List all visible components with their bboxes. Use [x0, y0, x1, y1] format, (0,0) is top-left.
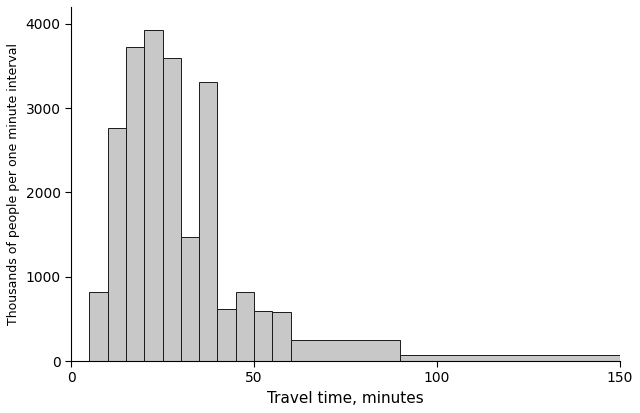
X-axis label: Travel time, minutes: Travel time, minutes	[267, 391, 424, 406]
Bar	[199, 82, 218, 361]
Bar	[144, 30, 163, 361]
Bar	[272, 312, 291, 361]
Bar	[126, 47, 144, 361]
Bar	[108, 128, 126, 361]
Bar	[236, 292, 254, 361]
Bar	[254, 311, 272, 361]
Bar	[218, 309, 236, 361]
Bar	[163, 58, 181, 361]
Bar	[181, 237, 199, 361]
Bar	[90, 292, 108, 361]
Y-axis label: Thousands of people per one minute interval: Thousands of people per one minute inter…	[7, 43, 20, 325]
Bar	[291, 340, 401, 361]
Bar	[401, 355, 620, 361]
